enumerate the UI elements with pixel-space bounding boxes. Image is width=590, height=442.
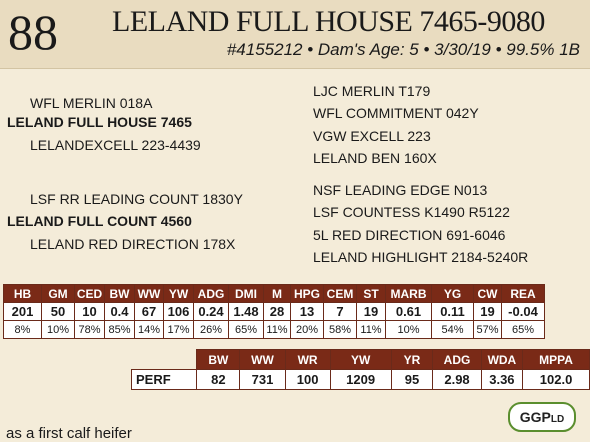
epd-percentile: 20% <box>290 320 324 339</box>
epd-percentile: 14% <box>134 320 164 339</box>
epd-header: GM <box>41 284 75 303</box>
epd-percentile: 78% <box>74 320 105 339</box>
animal-meta: #4155212 • Dam's Age: 5 • 3/30/19 • 99.5… <box>226 40 580 59</box>
perf-header-spacer <box>132 350 197 370</box>
perf-value: 100 <box>284 369 331 390</box>
perf-value: 2.98 <box>432 369 482 390</box>
perf-header: WDA <box>480 349 524 370</box>
epd-percentile: 65% <box>501 320 545 339</box>
epd-percentile: 8% <box>3 320 42 339</box>
pedigree-right-4: LELAND BEN 160X <box>313 150 437 166</box>
perf-header: WR <box>284 349 331 370</box>
logo-suffix-text: LD <box>550 414 565 425</box>
perf-header: YW <box>329 349 392 370</box>
pedigree-right-8: LELAND HIGHLIGHT 2184-5240R <box>313 249 529 265</box>
pedigree-right-6: LSF COUNTESS K1490 R5122 <box>313 204 510 220</box>
pedigree-right-5: NSF LEADING EDGE N013 <box>313 182 488 198</box>
epd-percentile: 11% <box>356 320 386 339</box>
epd-header: YG <box>431 284 474 303</box>
epd-percentile: 11% <box>263 320 291 339</box>
lot-number: 88 <box>8 4 58 60</box>
epd-header: WW <box>134 284 164 303</box>
pedigree-sire: LELAND FULL HOUSE 7465 <box>7 114 192 130</box>
epd-value: 201 <box>3 302 42 321</box>
epd-value: 19 <box>356 302 386 321</box>
pedigree-dam: LELAND FULL COUNT 4560 <box>7 213 192 229</box>
perf-values-row: PERF 82 731 100 1209 95 2.98 3.36 102.0 <box>130 369 590 390</box>
perf-value: 1209 <box>329 369 392 390</box>
epd-table: HB GM CED BW WW YW ADG DMI M HPG CEM ST … <box>3 284 545 339</box>
lot-header: 88 LELAND FULL HOUSE 7465-9080 #4155212 … <box>0 0 590 69</box>
epd-percentile: 26% <box>193 320 229 339</box>
epd-value: 28 <box>263 302 291 321</box>
epd-value: 10 <box>74 302 105 321</box>
epd-header: CED <box>74 284 105 303</box>
epd-value: 50 <box>41 302 75 321</box>
perf-header: ADG <box>432 349 482 370</box>
epd-header: BW <box>104 284 135 303</box>
epd-values-row: 201 50 10 0.4 67 106 0.24 1.48 28 13 7 1… <box>3 302 545 321</box>
perf-header-row: BW WW WR YW YR ADG WDA MPPA <box>132 349 590 370</box>
epd-header: CW <box>473 284 502 303</box>
epd-value: 0.24 <box>193 302 229 321</box>
epd-header: M <box>263 284 291 303</box>
pedigree-dam-sire: LSF RR LEADING COUNT 1830Y <box>30 191 243 207</box>
epd-header-row: HB GM CED BW WW YW ADG DMI M HPG CEM ST … <box>3 284 545 303</box>
pedigree-right-1: LJC MERLIN T179 <box>313 83 431 99</box>
perf-value: 731 <box>239 369 286 390</box>
epd-header: ADG <box>193 284 229 303</box>
perf-header: MPPA <box>522 349 590 370</box>
epd-percentile: 17% <box>163 320 194 339</box>
epd-percentile: 54% <box>431 320 474 339</box>
epd-percentile: 57% <box>473 320 502 339</box>
epd-value: 7 <box>323 302 357 321</box>
perf-row-label: PERF <box>130 369 198 390</box>
epd-header: YW <box>163 284 194 303</box>
footer-note: as a first calf heifer <box>6 425 132 442</box>
epd-header: ST <box>356 284 386 303</box>
epd-percentile: 10% <box>385 320 432 339</box>
perf-value: 102.0 <box>522 369 590 390</box>
pedigree-dam-dam: LELAND RED DIRECTION 178X <box>30 236 236 252</box>
perf-value: 95 <box>390 369 434 390</box>
perf-value: 82 <box>196 369 241 390</box>
performance-table: BW WW WR YW YR ADG WDA MPPA PERF 82 731 … <box>130 349 590 390</box>
epd-header: CEM <box>323 284 357 303</box>
epd-value: -0.04 <box>501 302 545 321</box>
epd-header: DMI <box>228 284 264 303</box>
epd-value: 13 <box>290 302 324 321</box>
epd-header: REA <box>501 284 545 303</box>
perf-header: WW <box>239 349 286 370</box>
epd-value: 67 <box>134 302 164 321</box>
pedigree-right-2: WFL COMMITMENT 042Y <box>313 105 479 121</box>
epd-percentile: 65% <box>228 320 264 339</box>
epd-value: 106 <box>163 302 194 321</box>
epd-value: 19 <box>473 302 502 321</box>
pedigree-right-7: 5L RED DIRECTION 691-6046 <box>313 227 506 243</box>
epd-header: HB <box>3 284 42 303</box>
epd-percentile: 58% <box>323 320 357 339</box>
epd-percentile: 85% <box>104 320 135 339</box>
pedigree-sire-sire: WFL MERLIN 018A <box>30 95 153 111</box>
perf-header: BW <box>196 349 241 370</box>
pedigree-sire-dam: LELANDEXCELL 223-4439 <box>30 137 201 153</box>
ggpld-logo: GGPLD <box>508 402 576 432</box>
animal-name: LELAND FULL HOUSE 7465-9080 <box>112 5 545 38</box>
epd-percentile: 10% <box>41 320 75 339</box>
pedigree-right-3: VGW EXCELL 223 <box>313 128 431 144</box>
epd-header: MARB <box>385 284 432 303</box>
perf-value: 3.36 <box>480 369 524 390</box>
epd-header: HPG <box>290 284 324 303</box>
epd-value: 1.48 <box>228 302 264 321</box>
epd-value: 0.4 <box>104 302 135 321</box>
perf-header: YR <box>390 349 434 370</box>
epd-value: 0.61 <box>385 302 432 321</box>
epd-value: 0.11 <box>431 302 474 321</box>
logo-main-text: GGP <box>519 409 551 425</box>
epd-percentile-row: 8% 10% 78% 85% 14% 17% 26% 65% 11% 20% 5… <box>3 320 545 339</box>
